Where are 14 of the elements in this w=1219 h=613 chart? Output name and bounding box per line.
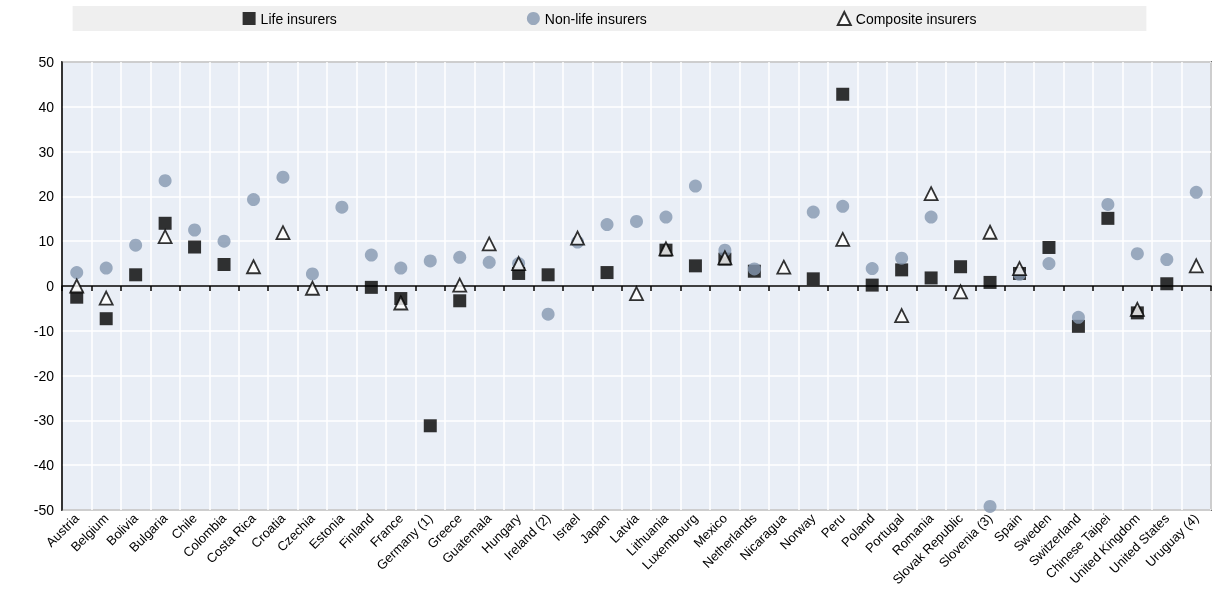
y-tick-label: -30 [33,412,55,429]
y-tick-label: 30 [38,143,55,160]
legend-label: Life insurers [260,10,337,27]
y-tick-label: -50 [33,502,55,518]
y-tick-label: 10 [38,233,55,250]
legend-label: Composite insurers [855,10,977,27]
y-tick-label: 50 [38,54,55,70]
y-tick-label: 0 [46,278,55,294]
legend-label: Non-life insurers [544,10,647,27]
y-tick-label: 20 [38,188,55,205]
y-tick-label: -40 [33,457,55,474]
y-tick-label: -20 [33,367,55,384]
y-tick-label: -10 [33,322,55,339]
y-tick-label: 40 [38,98,55,115]
